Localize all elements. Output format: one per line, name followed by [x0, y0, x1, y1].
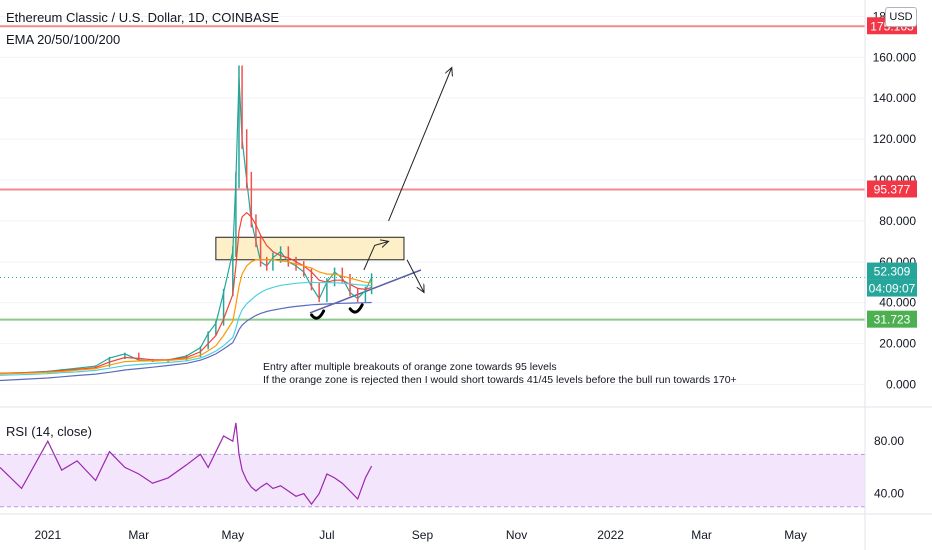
- price-badge-bg: [867, 279, 917, 297]
- price-badge-bg: [867, 262, 917, 280]
- y-tick-label: 80.000: [879, 214, 916, 228]
- y-tick-label: 0.000: [886, 378, 916, 392]
- rsi-tick-label: 80.00: [874, 434, 904, 448]
- y-tick-label: 140.000: [873, 91, 917, 105]
- arrow-drawings: [310, 68, 452, 320]
- y-tick-label: 40.000: [879, 296, 916, 310]
- horizontal-levels: [0, 25, 865, 321]
- series-line-ema: [0, 281, 372, 376]
- x-tick-label: Jul: [319, 528, 334, 542]
- series-line-rsi: [0, 422, 373, 506]
- price-badge-label: 52.309: [874, 265, 911, 279]
- x-tick-label: May: [784, 528, 807, 542]
- indicator-label[interactable]: EMA 20/50/100/200: [6, 32, 121, 47]
- annotation-line-2: If the orange zone is rejected then I wo…: [263, 374, 737, 386]
- rsi-band: [0, 454, 865, 507]
- x-tick-label: 2022: [597, 528, 624, 542]
- currency-button[interactable]: USD: [885, 7, 917, 27]
- rsi-tick-label: 40.00: [874, 487, 904, 501]
- orange-zone: [215, 236, 405, 261]
- price-series: [0, 65, 373, 382]
- rsi-label[interactable]: RSI (14, close): [6, 424, 92, 439]
- x-tick-label: 2021: [34, 528, 61, 542]
- arrow-short-target: [406, 259, 424, 293]
- y-tick-label: 20.000: [879, 337, 916, 351]
- rsi-pane: [0, 406, 932, 515]
- series-line-ema: [0, 301, 372, 382]
- x-tick-label: Mar: [128, 528, 149, 542]
- series-line-ema: [0, 211, 372, 374]
- arrow-bull-target: [388, 68, 452, 222]
- price-badge-label: 04:09:07: [869, 282, 916, 296]
- arrow-breakout: [363, 241, 389, 271]
- price-grid: [0, 15, 865, 386]
- y-tick-label: 160.000: [873, 50, 917, 64]
- bottom-mark-2: [348, 303, 364, 314]
- annotation-line-1: Entry after multiple breakouts of orange…: [263, 361, 557, 373]
- series-line-ema: [0, 259, 372, 375]
- symbol-title: Ethereum Classic / U.S. Dollar, 1D, COIN…: [6, 10, 280, 25]
- x-tick-label: Mar: [691, 528, 712, 542]
- series-line-price: [0, 77, 373, 374]
- price-badge-label: 95.377: [874, 182, 911, 196]
- price-badge-bg: [867, 310, 917, 328]
- price-badge-bg: [867, 180, 917, 198]
- bottom-mark-1: [310, 309, 326, 320]
- x-tick-label: Nov: [506, 528, 527, 542]
- y-tick-label: 120.000: [873, 132, 917, 146]
- x-tick-label: Sep: [412, 528, 434, 542]
- x-tick-label: May: [221, 528, 244, 542]
- price-badge-label: 31.723: [874, 313, 911, 327]
